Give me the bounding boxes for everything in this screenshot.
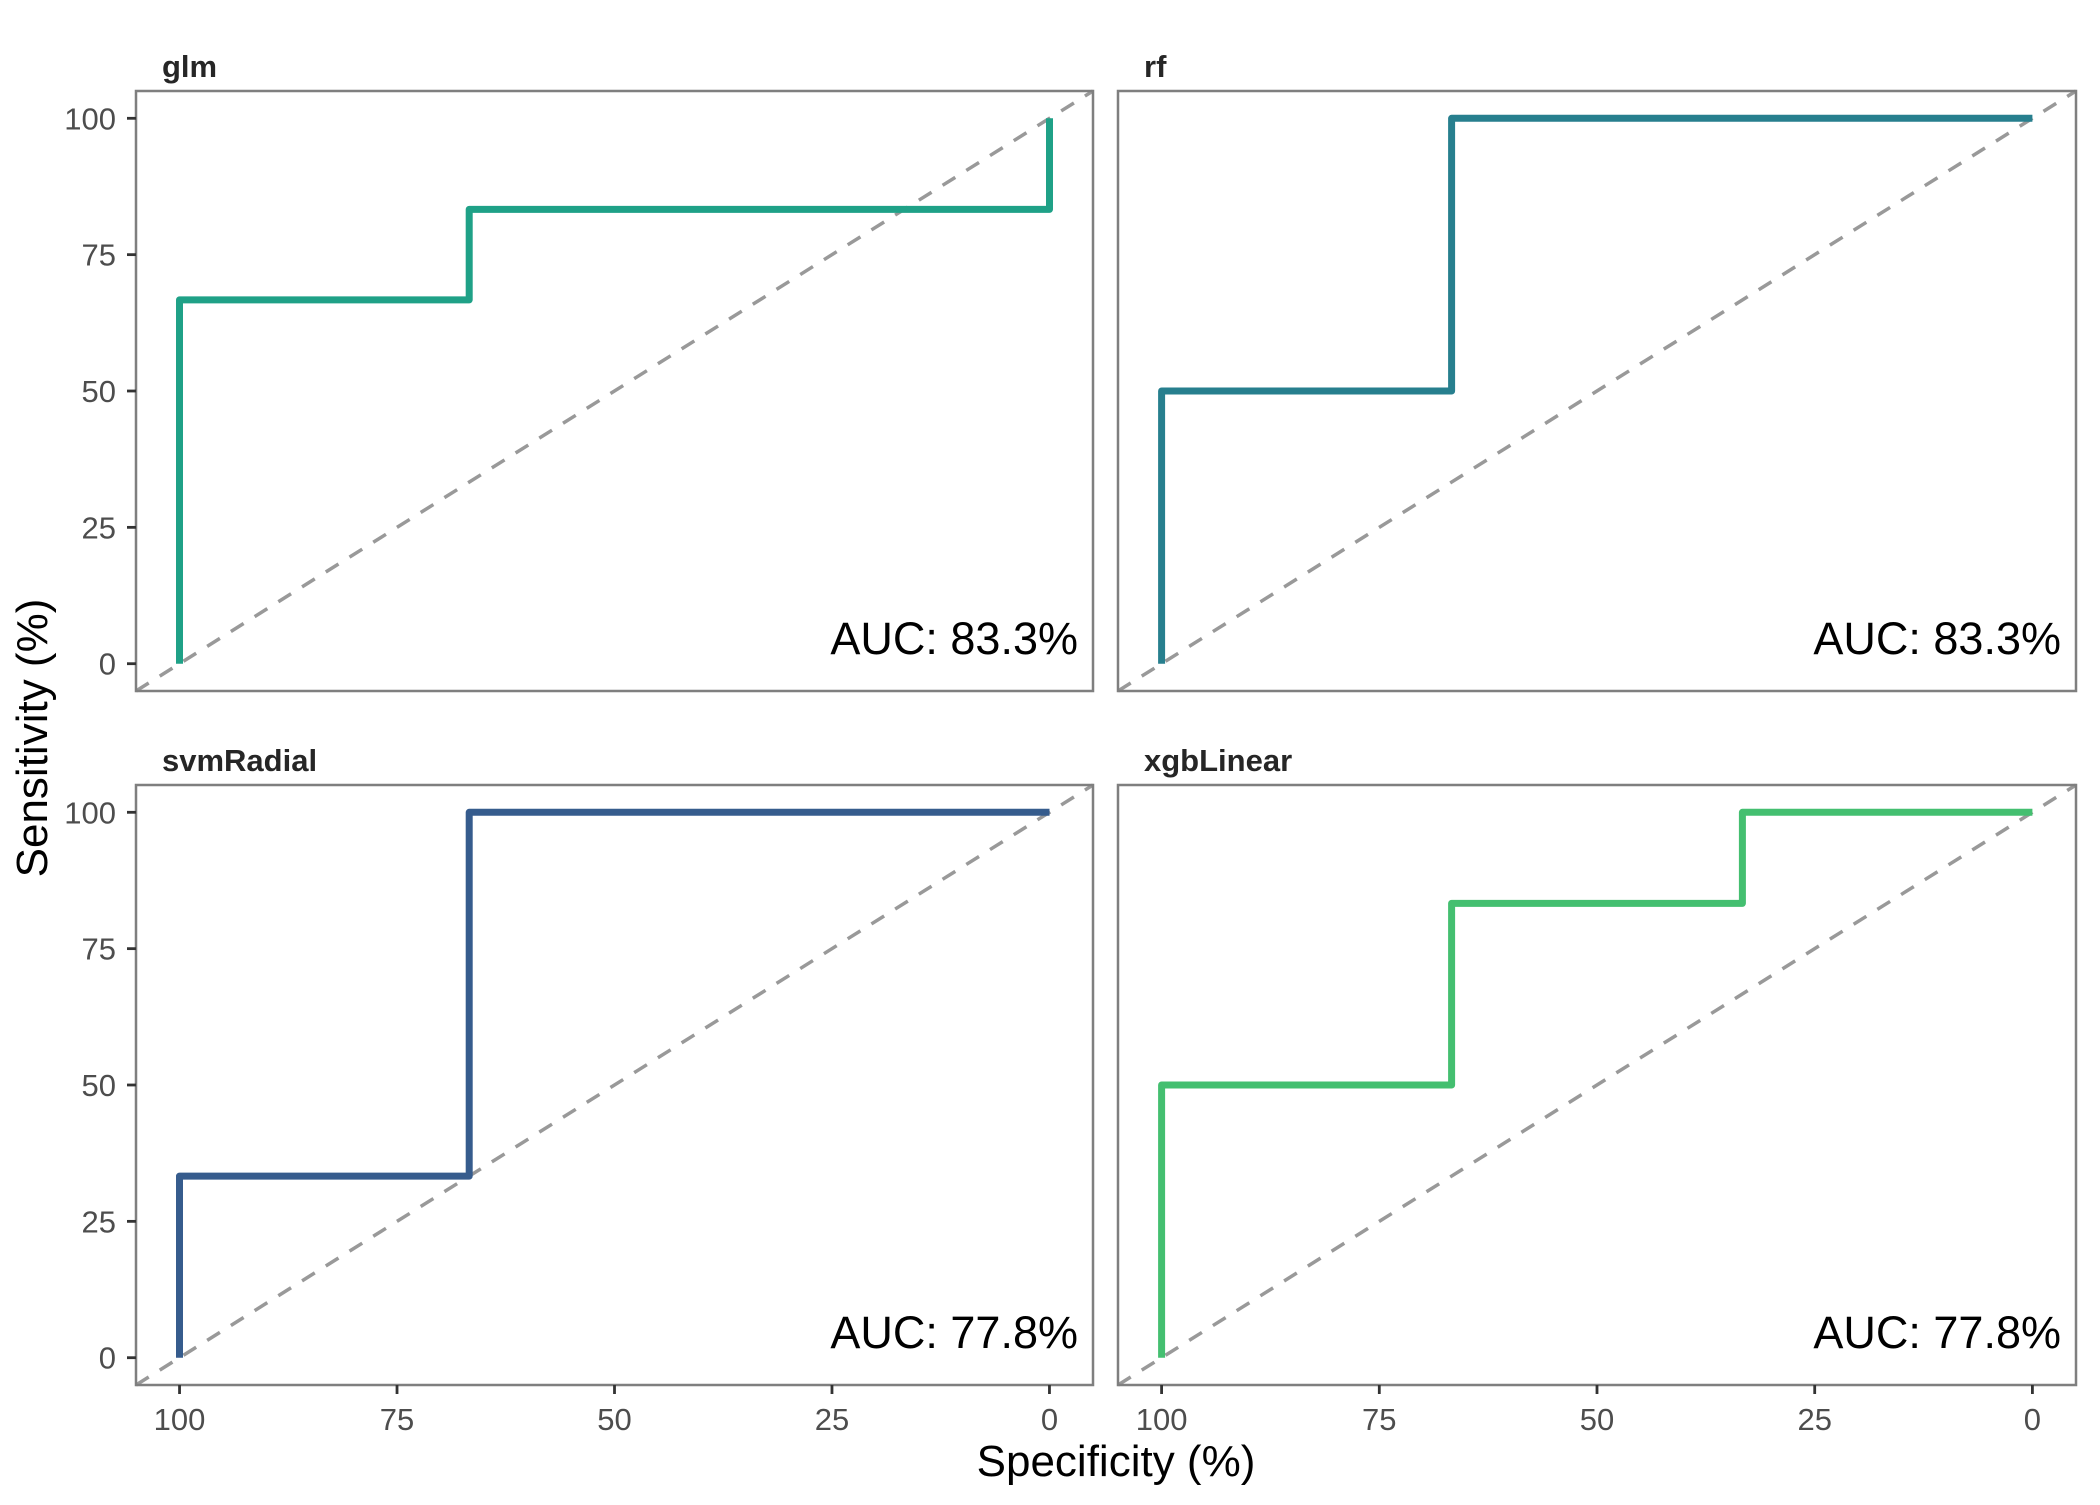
facet-title-rf: rf: [1144, 49, 1167, 84]
x-tick-label: 25: [1797, 1402, 1831, 1437]
reference-diagonal: [135, 783, 1094, 1387]
roc-curve-rf: [1158, 114, 2033, 664]
panel-rf: rf AUC: 83.3%: [1116, 49, 2078, 693]
y-tick-label: 50: [82, 1068, 116, 1103]
y-tick-label: 0: [99, 647, 116, 682]
y-axis-title: Sensitivity (%): [8, 599, 57, 878]
y-tick-label: 25: [82, 1204, 116, 1239]
x-tick-label: 100: [1136, 1402, 1188, 1437]
facet-title-svmRadial: svmRadial: [162, 743, 317, 778]
auc-label-svmRadial: AUC: 77.8%: [830, 1307, 1078, 1358]
y-tick-label: 75: [82, 238, 116, 273]
y-tick-label: 25: [82, 510, 116, 545]
x-tick-label: 75: [1362, 1402, 1396, 1437]
reference-diagonal: [1117, 89, 2077, 693]
x-tick-label: 50: [1580, 1402, 1614, 1437]
auc-label-rf: AUC: 83.3%: [1813, 613, 2061, 664]
auc-label-glm: AUC: 83.3%: [830, 613, 1078, 664]
panel-xgbLinear: xgbLinear AUC: 77.8% 100 75 50 25 0: [1116, 743, 2078, 1437]
panel-glm: glm AUC: 83.3% 0 25 50 75 100: [64, 49, 1095, 693]
x-tick-label: 25: [815, 1402, 849, 1437]
x-tick-label: 75: [380, 1402, 414, 1437]
y-tick-label: 50: [82, 374, 116, 409]
y-tick-label: 75: [82, 932, 116, 967]
reference-diagonal: [1117, 783, 2077, 1387]
roc-curve-svmRadial: [176, 808, 1050, 1358]
facet-title-xgbLinear: xgbLinear: [1144, 743, 1292, 778]
y-tick-label: 0: [99, 1341, 116, 1376]
auc-label-xgbLinear: AUC: 77.8%: [1813, 1307, 2061, 1358]
panel-svmRadial: svmRadial AUC: 77.8% 0 25 50 75 100 100 75 50 25 0: [64, 743, 1095, 1437]
panel-border: [1116, 89, 2078, 693]
x-axis-title: Specificity (%): [977, 1437, 1256, 1486]
x-tick-label: 0: [2024, 1402, 2041, 1437]
y-tick-label: 100: [64, 101, 116, 136]
x-tick-label: 50: [597, 1402, 631, 1437]
x-tick-label: 0: [1041, 1402, 1058, 1437]
x-tick-label: 100: [154, 1402, 206, 1437]
y-tick-label: 100: [64, 795, 116, 830]
roc-curve-xgbLinear: [1158, 808, 2033, 1358]
reference-diagonal: [135, 89, 1094, 693]
roc-curve-glm: [176, 118, 1053, 664]
facet-title-glm: glm: [162, 49, 217, 84]
